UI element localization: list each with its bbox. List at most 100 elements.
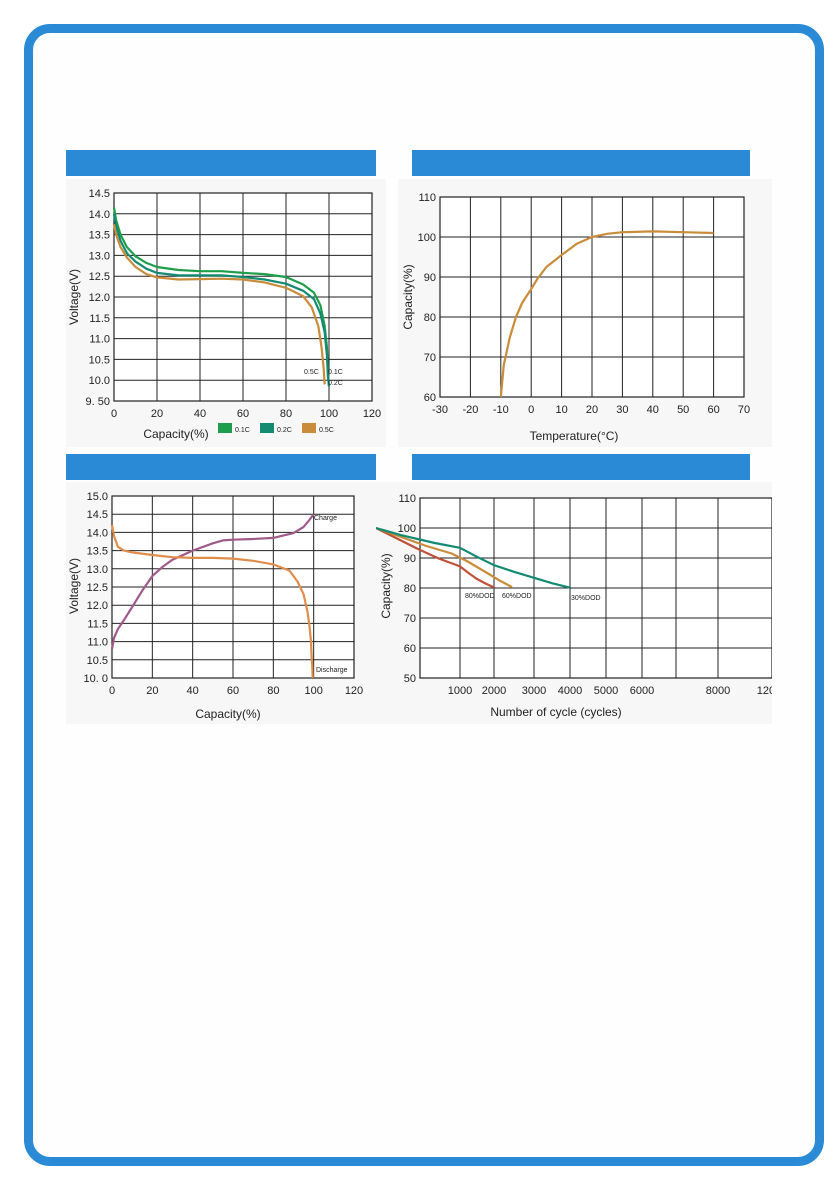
temperature-y-tick-label: 90 xyxy=(424,272,436,284)
charge_discharge-x-tick-label: 20 xyxy=(146,685,158,697)
temperature-x-tick-label: 20 xyxy=(586,404,598,416)
temperature-x-tick-label: 60 xyxy=(707,404,719,416)
chart-header-bar-3 xyxy=(66,454,376,480)
discharge_rate-y-tick-label: 10.5 xyxy=(89,354,110,366)
temperature-y-tick-label: 60 xyxy=(424,392,436,404)
cycle-life-chart-svg: 50 60 70 80 90 100 110 1000 2000 3000 4000 5000 6000… xyxy=(376,493,772,719)
discharge_rate-y-tick-label: 10.0 xyxy=(89,375,110,387)
discharge_rate-legend-swatch xyxy=(218,423,232,433)
charge_discharge-y-tick-label: 10.5 xyxy=(87,655,108,667)
cycle_life-series-30-dod xyxy=(376,526,571,589)
cycle_life-x-tick-label: 8000 xyxy=(706,685,730,697)
temperature-x-tick-label: -10 xyxy=(493,404,509,416)
discharge_rate-series-0-5c xyxy=(112,223,326,385)
charge_discharge-y-tick-label: 11.0 xyxy=(87,637,108,649)
discharge_rate-x-tick-label: 0 xyxy=(111,408,117,420)
cycle_life-x-tick-label: 12000 xyxy=(757,685,772,697)
discharge_rate-y-tick-label: 11.5 xyxy=(89,313,110,325)
temperature-y-tick-label: 80 xyxy=(424,312,436,324)
charge-discharge-chart: 10. 0 10.5 11.0 11.5 12.0 12.5 13.0 13.5 14.0 14.… xyxy=(66,482,386,724)
charge_discharge-y-tick-label: 14.0 xyxy=(87,527,108,539)
discharge_rate-series-0-2c xyxy=(112,213,331,387)
cycle_life-y-axis-label: Capacity(%) xyxy=(379,553,393,618)
charge_discharge-y-tick-label: 10. 0 xyxy=(84,673,108,685)
charge_discharge-y-tick-label: 14.5 xyxy=(87,509,108,521)
cycle_life-x-tick-label: 3000 xyxy=(522,685,546,697)
charge_discharge-x-axis-label: Capacity(%) xyxy=(195,707,260,721)
discharge_rate-y-tick-label: 13.5 xyxy=(89,230,110,242)
cycle_life-y-tick-label: 100 xyxy=(398,523,416,535)
charge_discharge-x-tick-label: 0 xyxy=(109,685,115,697)
temperature-x-tick-label: 30 xyxy=(616,404,628,416)
discharge_rate-y-tick-label: 11.0 xyxy=(89,334,110,346)
discharge_rate-x-tick-label: 60 xyxy=(237,408,249,420)
temperature-x-tick-label: 0 xyxy=(528,404,534,416)
charge_discharge-x-tick-label: 120 xyxy=(345,685,363,697)
charge_discharge-series-charge xyxy=(110,513,315,650)
charge_discharge-curve-label: Discharge xyxy=(316,667,348,674)
discharge_rate-curve-label: 0.5C xyxy=(304,369,319,376)
cycle_life-series-80-dod xyxy=(376,527,495,589)
cycle_life-curve-label: 60%DOD xyxy=(502,593,532,600)
discharge_rate-x-axis-label: Capacity(%) xyxy=(143,427,208,441)
discharge_rate-legend-label: 0.1C xyxy=(235,427,250,434)
discharge_rate-x-tick-label: 80 xyxy=(280,408,292,420)
discharge_rate-y-tick-label: 14.5 xyxy=(89,188,110,200)
discharge_rate-y-tick-label: 13.0 xyxy=(89,250,110,262)
temperature-x-tick-label: 50 xyxy=(677,404,689,416)
discharge-rate-chart: 9. 50 10.0 10.5 11.0 11.5 12.0 12.5 13.0 13.5 14.… xyxy=(66,179,386,447)
discharge_rate-curve-label: 0.2C xyxy=(328,380,343,387)
cycle_life-x-tick-label: 6000 xyxy=(630,685,654,697)
temperature-x-tick-label: -30 xyxy=(432,404,448,416)
temperature-x-tick-label: 40 xyxy=(647,404,659,416)
cycle_life-series-60-dod xyxy=(376,526,513,589)
cycle_life-y-tick-label: 70 xyxy=(404,613,416,625)
charge_discharge-x-tick-label: 80 xyxy=(267,685,279,697)
chart-header-bar-2 xyxy=(412,150,750,176)
cycle_life-x-tick-label: 1000 xyxy=(448,685,472,697)
cycle_life-curve-label: 30%DOD xyxy=(571,595,601,602)
chart-header-bar-4 xyxy=(412,454,750,480)
discharge_rate-x-tick-label: 40 xyxy=(194,408,206,420)
temperature-series-0 xyxy=(499,230,714,398)
discharge_rate-legend-swatch xyxy=(302,423,316,433)
temperature-y-tick-label: 100 xyxy=(418,232,436,244)
discharge_rate-curve-label: 0.1C xyxy=(328,369,343,376)
charge_discharge-curve-label: Charge xyxy=(314,515,337,522)
cycle_life-y-tick-label: 80 xyxy=(404,583,416,595)
charge_discharge-x-tick-label: 60 xyxy=(227,685,239,697)
discharge_rate-legend-label: 0.2C xyxy=(277,427,292,434)
temperature-x-axis-label: Temperature(°C) xyxy=(530,429,619,443)
cycle_life-curve-label: 80%DOD xyxy=(465,593,495,600)
cycle-life-chart: 50 60 70 80 90 100 110 1000 2000 3000 4000 5000 6000… xyxy=(376,482,772,724)
chart-header-bar-1 xyxy=(66,150,376,176)
discharge_rate-y-tick-label: 12.5 xyxy=(89,271,110,283)
discharge_rate-y-tick-label: 12.0 xyxy=(89,292,110,304)
discharge_rate-series-0-1c xyxy=(112,207,331,387)
charge_discharge-y-axis-label: Voltage(V) xyxy=(67,558,81,614)
charge_discharge-y-tick-label: 13.0 xyxy=(87,564,108,576)
cycle_life-x-axis-label: Number of cycle (cycles) xyxy=(490,705,621,719)
cycle_life-x-tick-label: 5000 xyxy=(594,685,618,697)
cycle_life-y-tick-label: 110 xyxy=(398,493,416,505)
charge_discharge-series-discharge xyxy=(110,524,314,679)
charge_discharge-y-tick-label: 13.5 xyxy=(87,546,108,558)
temperature-y-tick-label: 110 xyxy=(418,192,436,204)
charge_discharge-x-tick-label: 100 xyxy=(304,685,322,697)
discharge_rate-legend-label: 0.5C xyxy=(319,427,334,434)
cycle_life-x-tick-label: 4000 xyxy=(558,685,582,697)
temperature-y-tick-label: 70 xyxy=(424,352,436,364)
discharge-rate-chart-svg: 9. 50 10.0 10.5 11.0 11.5 12.0 12.5 13.0 13.5 14.… xyxy=(67,188,381,441)
discharge_rate-y-axis-label: Voltage(V) xyxy=(67,269,81,325)
cycle_life-x-tick-label: 2000 xyxy=(482,685,506,697)
temperature-y-axis-label: Capacity(%) xyxy=(401,264,415,329)
charge-discharge-chart-svg: 10. 0 10.5 11.0 11.5 12.0 12.5 13.0 13.5 14.0 14.… xyxy=(67,491,363,721)
temperature-chart-svg: 60 70 80 90 100 110 -30 -20 -10 0 10 20 30 40 50 60 70 Te… xyxy=(401,192,750,443)
charge_discharge-y-tick-label: 12.5 xyxy=(87,582,108,594)
cycle_life-y-tick-label: 60 xyxy=(404,643,416,655)
temperature-chart: 60 70 80 90 100 110 -30 -20 -10 0 10 20 30 40 50 60 70 Te… xyxy=(398,179,772,447)
cycle_life-y-tick-label: 90 xyxy=(404,553,416,565)
charge_discharge-y-tick-label: 15.0 xyxy=(87,491,108,503)
discharge_rate-x-tick-label: 120 xyxy=(363,408,381,420)
discharge_rate-legend-swatch xyxy=(260,423,274,433)
